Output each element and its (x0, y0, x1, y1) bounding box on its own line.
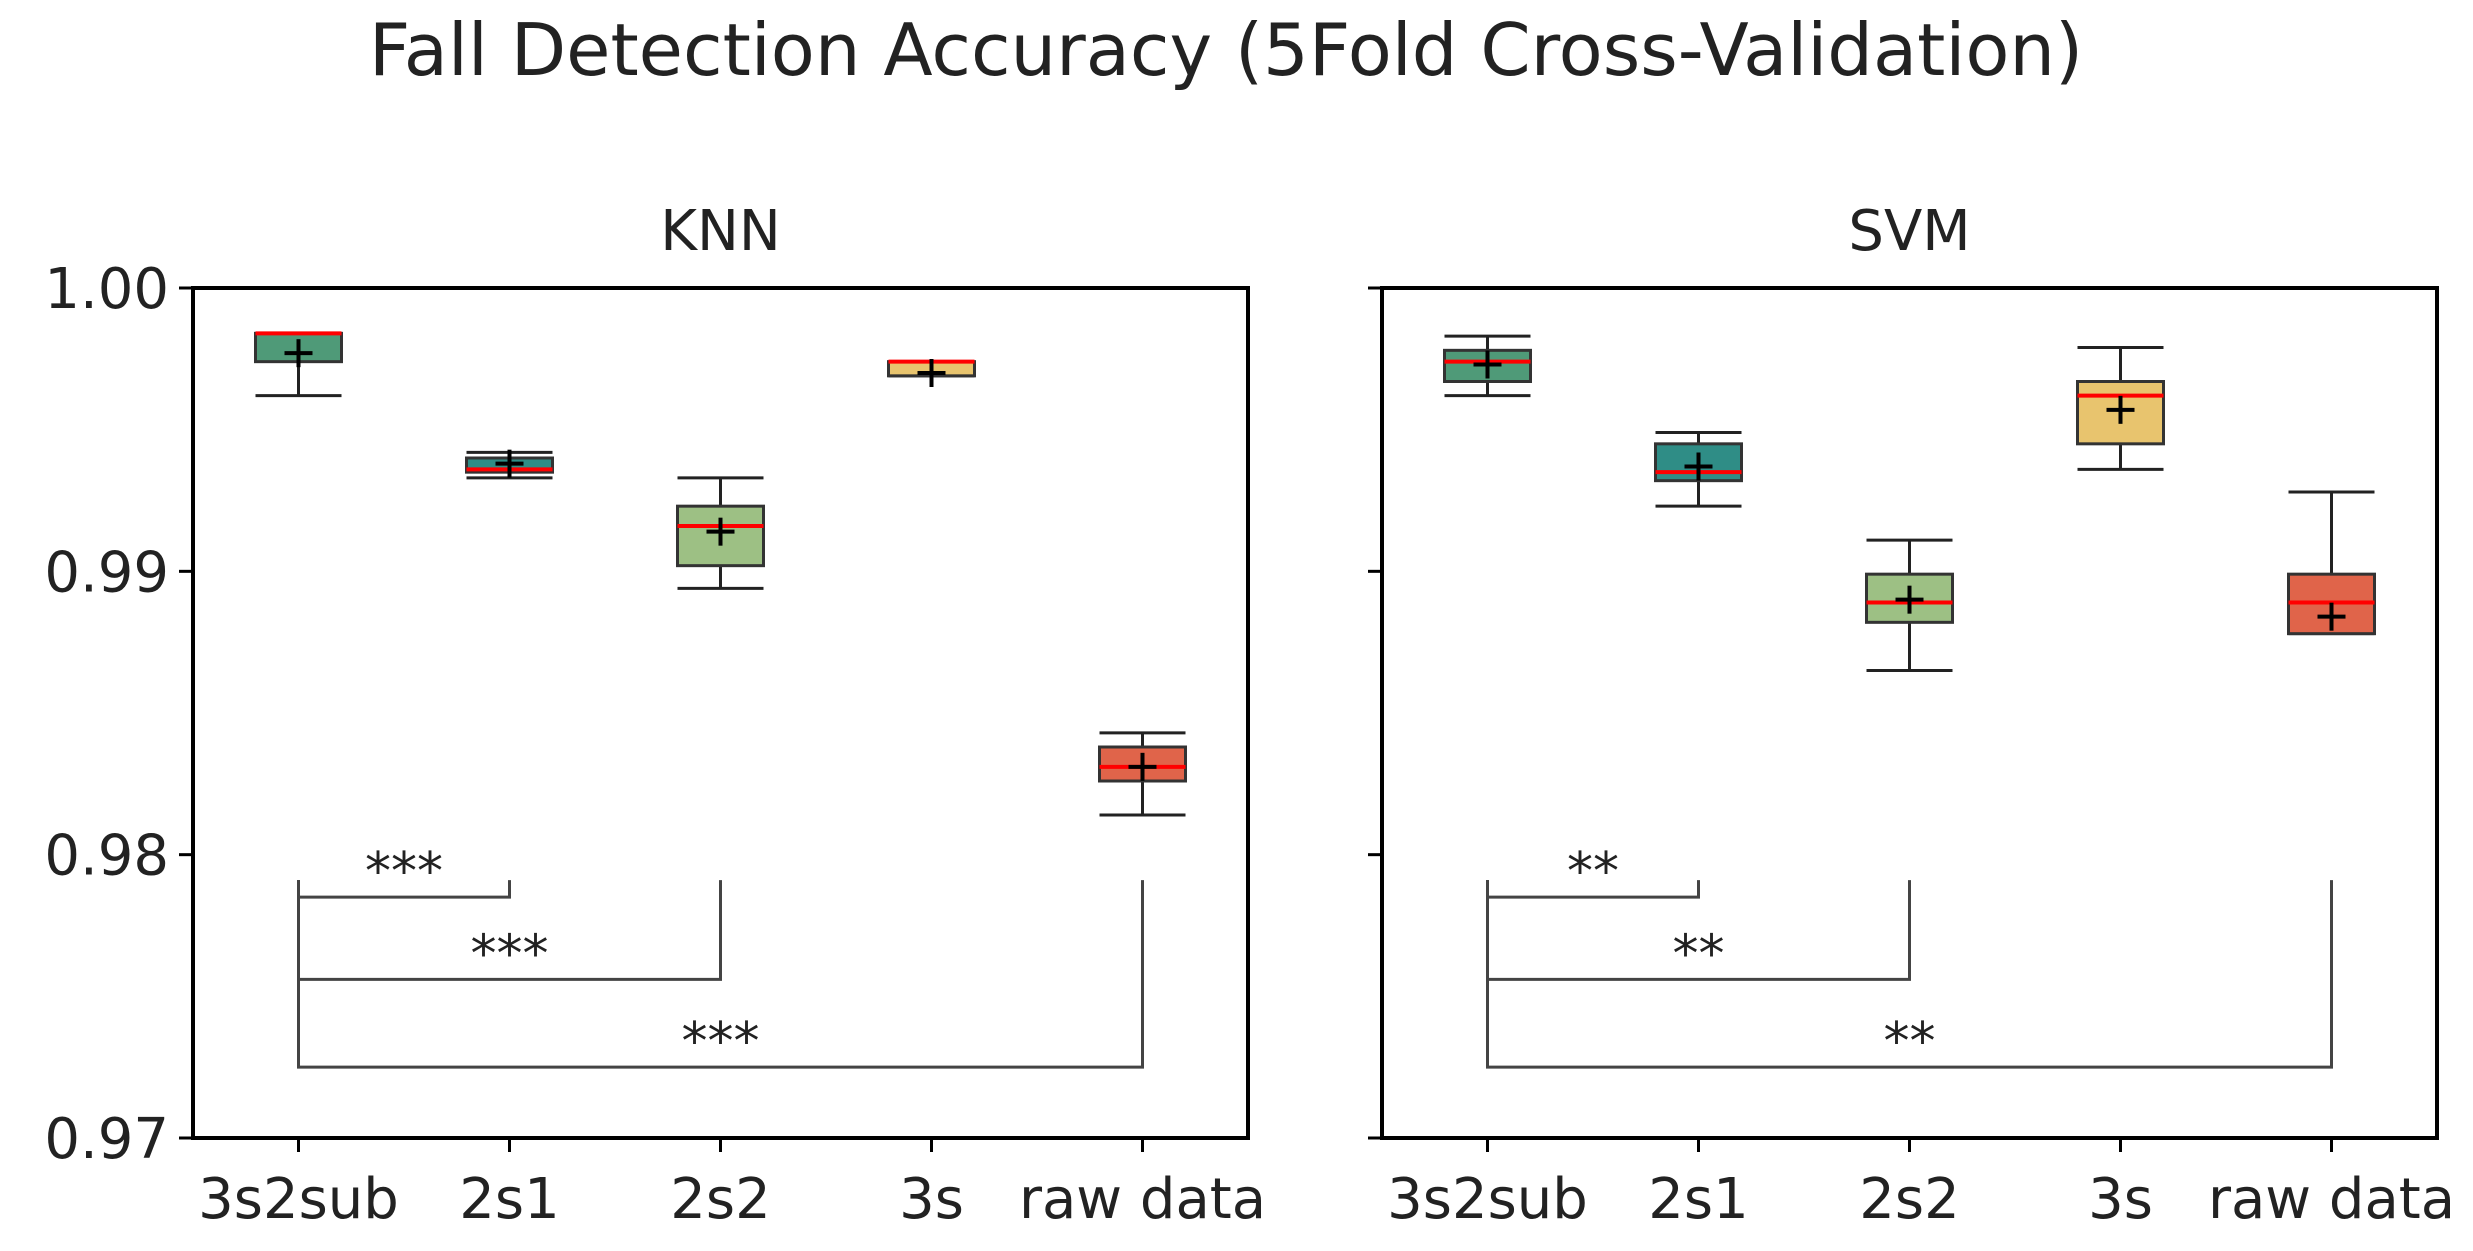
box-svm-raw-data (2287, 490, 2376, 636)
significance-label: ** (1884, 1012, 1936, 1072)
x-tick-label: 3s2sub (1387, 1167, 1588, 1232)
panel-title-knn: KNN (660, 199, 781, 264)
chart-title: Fall Detection Accuracy (5Fold Cross-Val… (369, 8, 2083, 92)
x-tick-label: raw data (1019, 1167, 1266, 1232)
x-tick-label: 2s2 (1859, 1167, 1959, 1232)
x-tick-label: 3s (2088, 1167, 2153, 1232)
box-svm-2s2 (1865, 538, 1954, 672)
significance-label: ** (1673, 924, 1725, 984)
significance-bracket: *** (297, 880, 1144, 1072)
box-svm-3s (2076, 346, 2165, 471)
bracket-line (1486, 880, 2333, 1069)
panel-knn: KNN 0.97 0.98 0.99 1.00 3s2sub 2s1 2s2 3s raw dat… (44, 199, 1266, 1232)
box-knn-3s (887, 359, 976, 387)
y-tick-label: 0.97 (44, 1107, 169, 1172)
x-tick-label: raw data (2208, 1167, 2455, 1232)
box-knn-3s2sub (254, 331, 343, 398)
box-knn-raw-data (1098, 731, 1187, 817)
significance-bracket: ** (1486, 880, 2333, 1072)
significance-bracket: ** (1486, 842, 1700, 902)
significance-bracket: *** (297, 842, 511, 902)
x-tick-label: 3s (899, 1167, 964, 1232)
box-knn-2s2 (676, 476, 765, 590)
significance-label: *** (365, 842, 443, 902)
significance-label: ** (1567, 842, 1619, 902)
x-tick-label: 2s1 (459, 1167, 559, 1232)
x-tick-label: 2s1 (1648, 1167, 1748, 1232)
box-svm-3s2sub (1443, 334, 1532, 398)
bracket-line (297, 880, 1144, 1069)
y-tick-label: 1.00 (44, 257, 169, 322)
y-tick-label: 0.99 (44, 540, 169, 605)
significance-label: *** (471, 924, 549, 984)
y-tick-label: 0.98 (44, 824, 169, 889)
x-tick-label: 3s2sub (198, 1167, 399, 1232)
plot-frame (191, 286, 1250, 1140)
x-tick-label: 2s2 (670, 1167, 770, 1232)
panels: KNN 0.97 0.98 0.99 1.00 3s2sub 2s1 2s2 3s raw dat… (44, 199, 2455, 1232)
significance-label: *** (682, 1012, 760, 1072)
box-knn-2s1 (465, 449, 554, 480)
box-svm-2s1 (1654, 431, 1743, 508)
panel-title-svm: SVM (1848, 199, 1970, 264)
plot-frame (1380, 286, 2439, 1140)
panel-svm: SVM 3s2sub 2s1 2s2 3s raw data ** ** ** (1368, 199, 2455, 1232)
